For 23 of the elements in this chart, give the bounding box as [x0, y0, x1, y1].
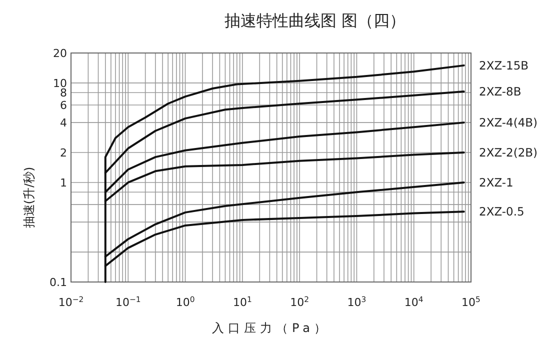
x-tick-label: 10$^{0}$: [176, 294, 195, 309]
x-tick-label: 10$^{4}$: [404, 294, 424, 309]
x-axis-title: 入口压力（Pa）: [212, 321, 330, 335]
x-tick-label: 10$^{5}$: [462, 294, 481, 309]
x-tick-label: 10$^{−1}$: [115, 294, 141, 309]
series-label: 2XZ-15B: [479, 58, 529, 72]
x-tick-label: 10$^{2}$: [290, 294, 310, 309]
x-tick-label: 10$^{−2}$: [58, 294, 84, 309]
series-label: 2XZ-1: [479, 175, 514, 190]
y-tick-label: 2: [60, 146, 67, 160]
x-tick-label: 10$^{3}$: [347, 294, 366, 309]
y-axis-title: 抽速(升/秒): [22, 166, 36, 228]
y-tick-label: 6: [60, 99, 67, 112]
y-tick-label: 4: [60, 116, 67, 130]
series-label: 2XZ-0.5: [479, 204, 524, 219]
series-label: 2XZ-8B: [479, 84, 522, 99]
x-tick-label: 10$^{1}$: [232, 294, 252, 309]
y-tick-label: 1: [60, 176, 67, 190]
series-label: 2XZ-2(2B): [479, 146, 538, 160]
series-label: 2XZ-4(4B): [479, 116, 538, 130]
y-tick-label: 20: [53, 47, 67, 60]
chart-title: 抽速特性曲线图 图（四）: [224, 11, 406, 30]
y-tick-label: 0.1: [50, 276, 67, 289]
